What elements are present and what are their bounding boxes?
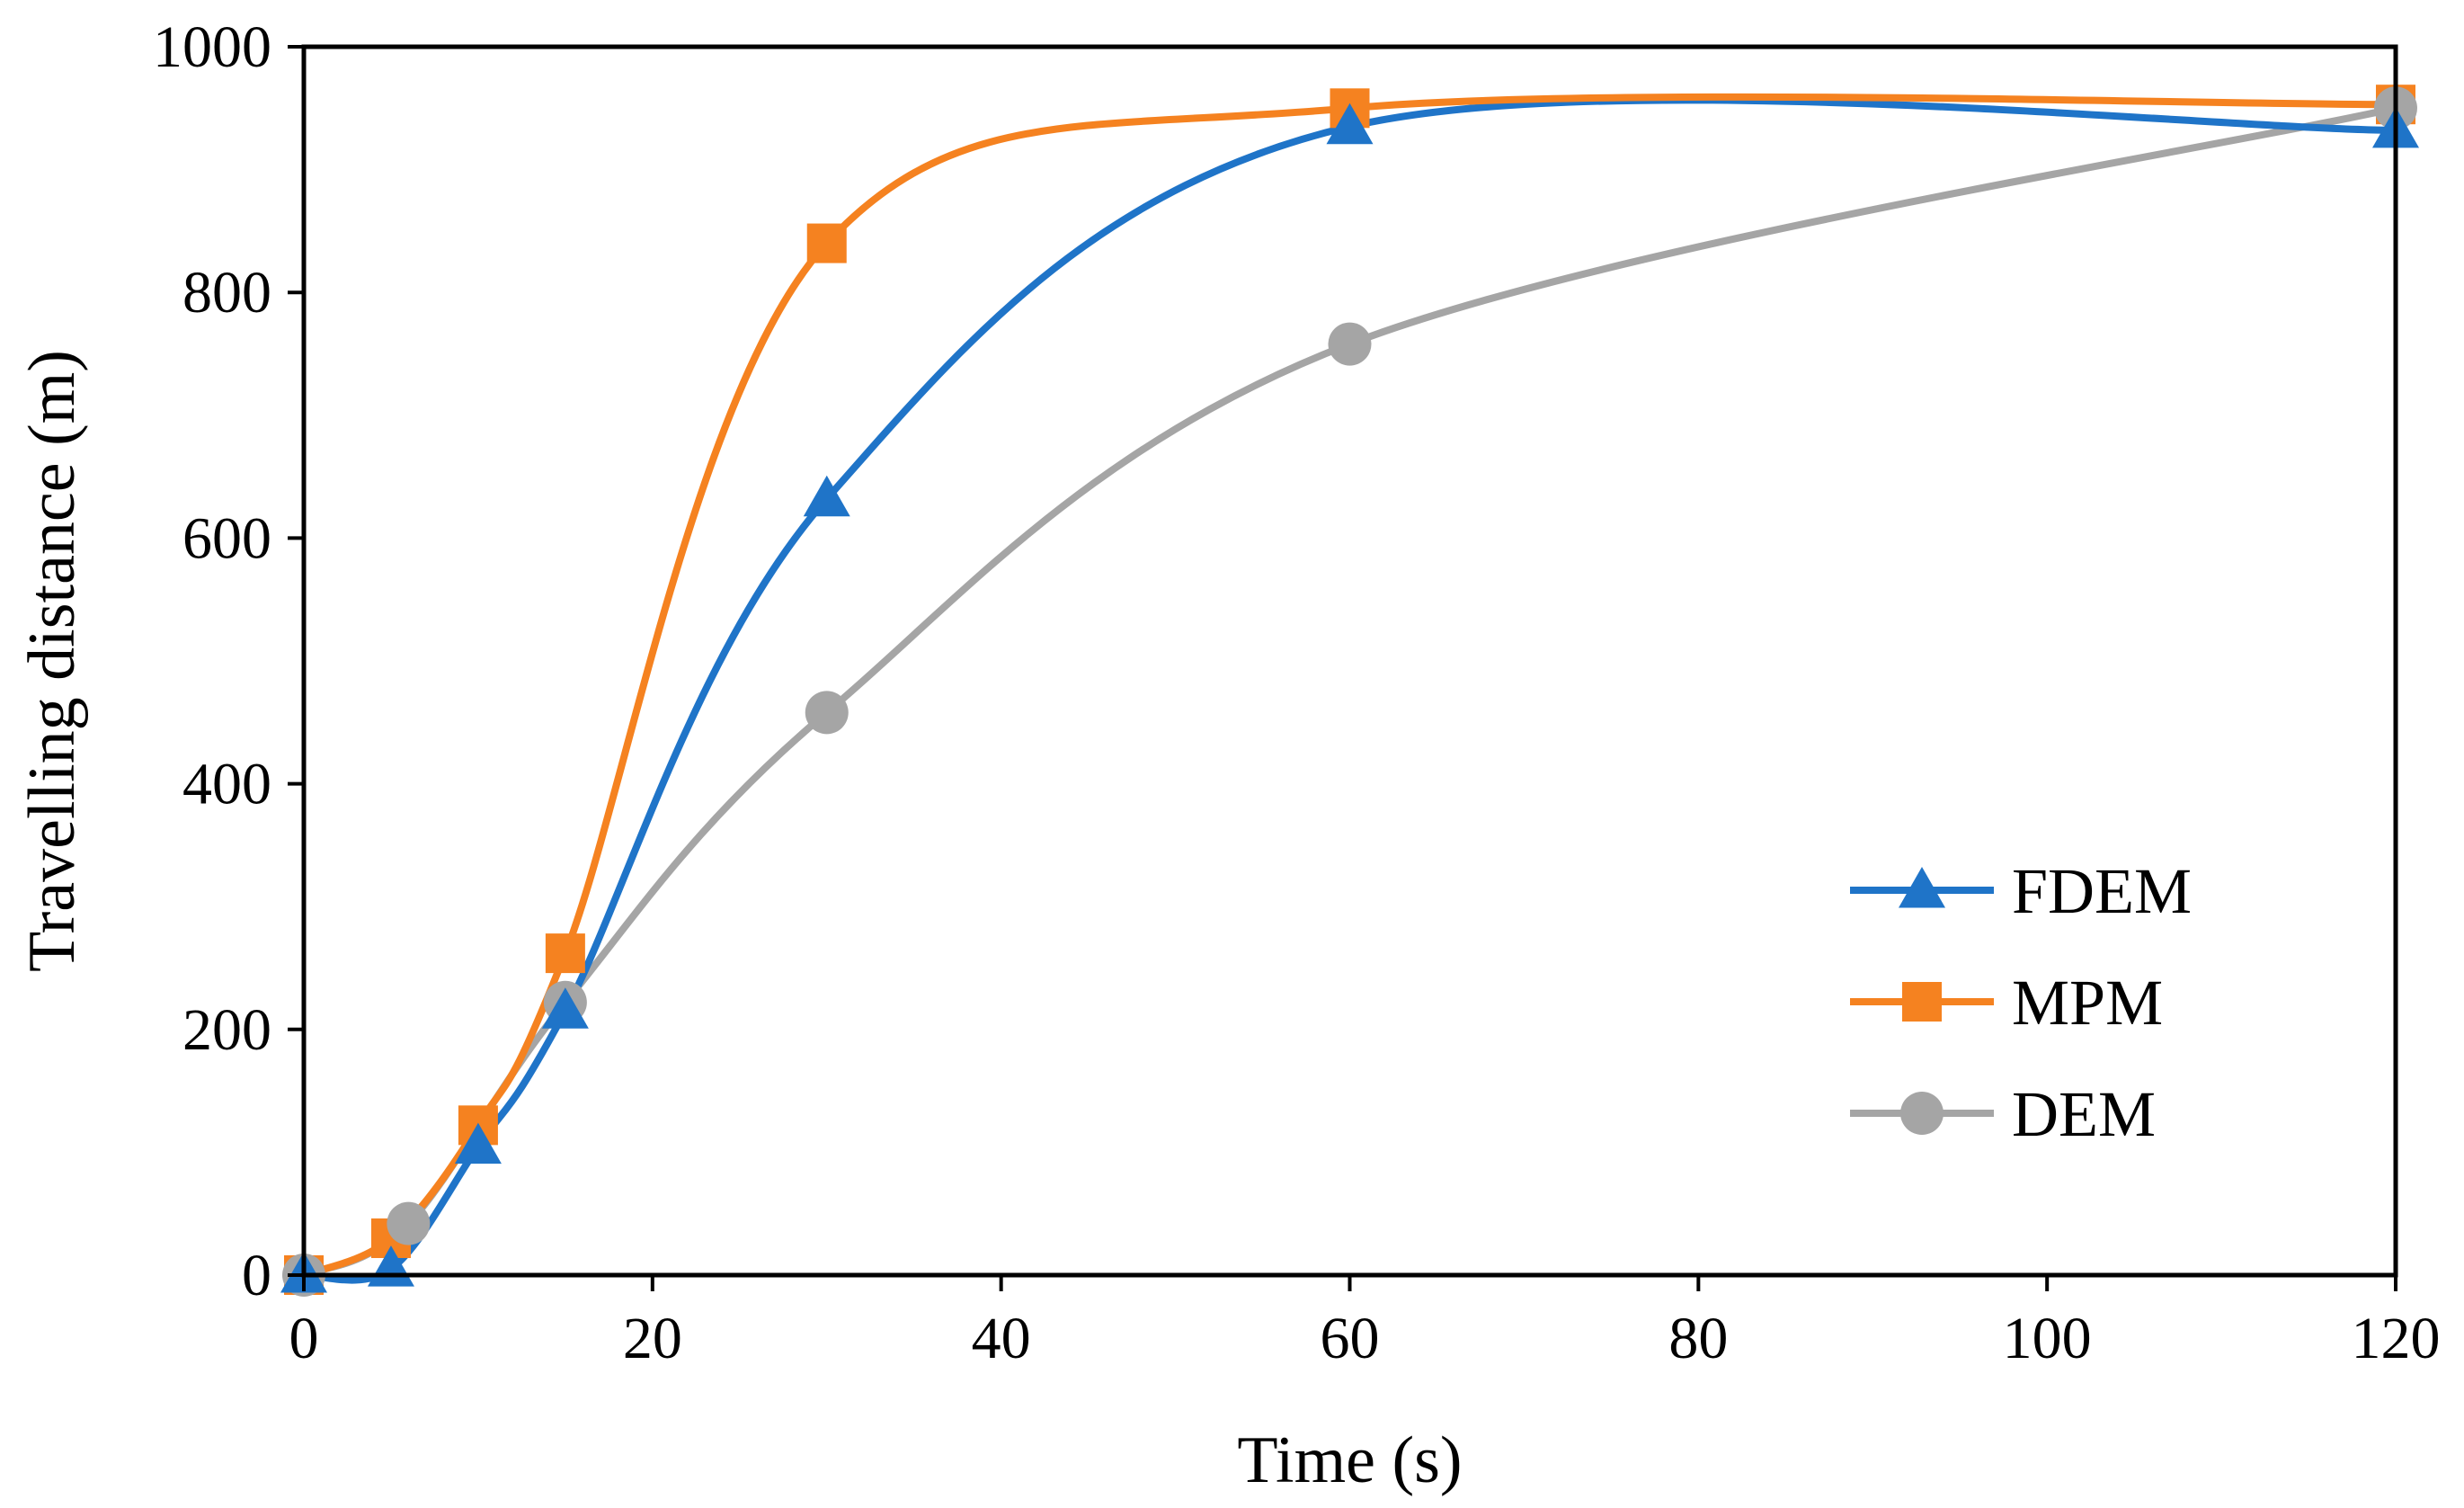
data-point-dem	[387, 1201, 431, 1245]
legend-label-fdem: FDEM	[2012, 855, 2192, 927]
x-tick-label: 100	[2003, 1306, 2092, 1371]
legend-label-mpm: MPM	[2012, 967, 2163, 1039]
data-point-dem	[805, 691, 849, 735]
legend-marker-dem	[1900, 1092, 1944, 1135]
data-point-fdem	[541, 987, 589, 1029]
series-line-mpm	[300, 93, 2399, 1279]
x-axis-title: Time (s)	[1237, 1423, 1462, 1497]
x-tick-label: 120	[2352, 1306, 2441, 1371]
y-tick-label: 600	[182, 505, 271, 571]
x-tick-label: 40	[972, 1306, 1031, 1371]
y-tick-label: 200	[182, 997, 271, 1063]
legend-marker-mpm	[1902, 982, 1942, 1022]
legend: FDEM MPM DEM	[1850, 855, 2192, 1150]
y-tick-label: 800	[182, 260, 271, 326]
x-tick-label: 0	[289, 1306, 319, 1371]
y-tick-label: 400	[182, 752, 271, 817]
y-tick-label: 1000	[153, 14, 271, 80]
x-tick-label: 20	[623, 1306, 682, 1371]
y-axis-title: Travelling distance (m)	[15, 350, 89, 972]
x-tick-label: 80	[1668, 1306, 1728, 1371]
data-point-mpm	[545, 933, 585, 974]
data-point-mpm	[806, 223, 847, 263]
data-point-fdem	[1326, 103, 1374, 145]
data-point-dem	[1328, 322, 1372, 366]
legend-label-dem: DEM	[2012, 1078, 2156, 1150]
data-point-fdem	[803, 475, 850, 517]
data-point-fdem	[454, 1122, 502, 1164]
x-tick-label: 60	[1321, 1306, 1380, 1371]
axis-ticks: 0 20 40 60 80 100 120 0 200 400 600 800 1000	[153, 14, 2441, 1371]
legend-marker-fdem	[1899, 867, 1945, 908]
y-tick-label: 0	[242, 1243, 271, 1308]
